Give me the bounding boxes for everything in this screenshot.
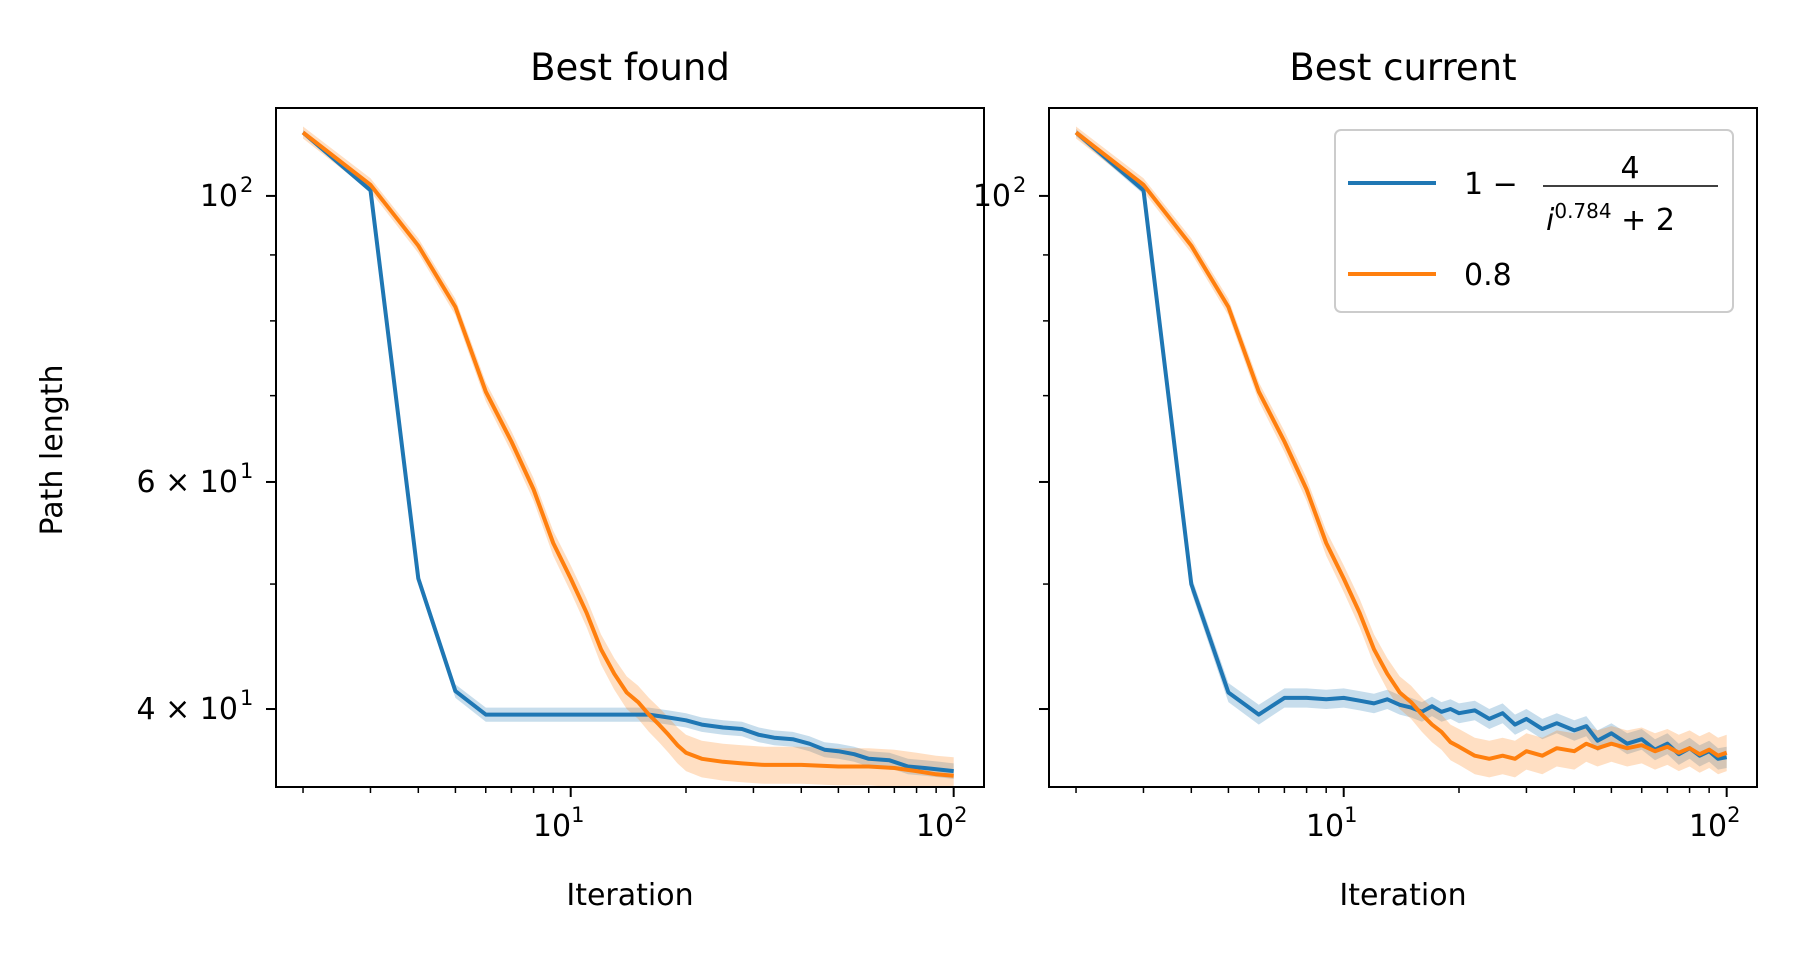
x-axis-label: Iteration	[1339, 878, 1466, 913]
legend-label-series-1-denominator: i0.784 + 2	[1546, 199, 1675, 238]
legend-label-series-1-numerator: 4	[1620, 151, 1639, 186]
panel-title: Best current	[1289, 46, 1516, 89]
legend-label-series-2: 0.8	[1464, 258, 1512, 293]
axis-ticks: 101 102 102 6 × 101 4 × 101	[137, 173, 968, 844]
series-lines	[301, 130, 954, 778]
panel-best-found: 101 102 102 6 × 101 4 × 101 Best found Itera…	[137, 46, 985, 913]
panel-title: Best found	[530, 46, 730, 89]
x-tick-label: 101	[1306, 803, 1358, 844]
series-lines	[1074, 130, 1728, 761]
legend: 1 − 4 i0.784 + 2 0.8	[1334, 129, 1734, 313]
x-tick-exponent: 1	[1344, 803, 1357, 827]
y-tick-label: 102	[200, 173, 254, 214]
panel-best-current: 101 102 102 Best current Iteration	[973, 46, 1758, 913]
legend-denominator-base: i	[1546, 203, 1555, 238]
y-tick-exponent: 2	[1013, 173, 1026, 197]
y-tick-exponent: 2	[240, 173, 253, 197]
x-tick-label: 102	[1689, 803, 1741, 844]
y-tick-exponent: 1	[240, 459, 253, 483]
series-1-line	[301, 130, 954, 774]
x-tick-label: 102	[916, 803, 968, 844]
series-1-line	[1074, 130, 1728, 761]
x-tick-exponent: 2	[1727, 803, 1740, 827]
y-axis-label-text: Path length	[35, 364, 70, 535]
series-2-line	[301, 130, 954, 778]
axes-frame	[275, 107, 985, 788]
legend-label-series-1-prefix: 1 −	[1464, 167, 1518, 202]
x-axis-label: Iteration	[566, 878, 693, 913]
legend-denominator-exponent: 0.784	[1554, 199, 1611, 223]
x-tick-exponent: 1	[571, 803, 584, 827]
x-tick-exponent: 2	[954, 803, 967, 827]
y-tick-label: 102	[973, 173, 1027, 214]
axes-frame	[1048, 107, 1758, 788]
x-tick-label: 101	[533, 803, 585, 844]
legend-box	[1334, 129, 1734, 313]
y-axis-label: Path length	[35, 364, 70, 535]
y-tick-label: 4 × 101	[137, 686, 254, 727]
y-tick-exponent: 1	[240, 686, 253, 710]
y-tick-label: 6 × 101	[137, 459, 254, 500]
series-2-line	[1074, 130, 1728, 761]
legend-denominator-tail: + 2	[1612, 203, 1675, 238]
